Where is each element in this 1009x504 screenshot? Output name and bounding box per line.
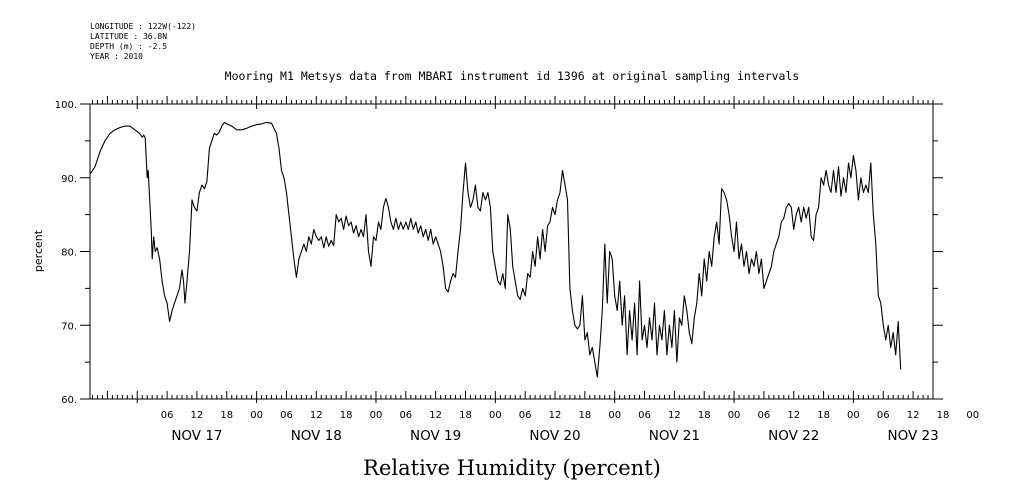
x-hour-label: 18 <box>459 410 472 421</box>
x-hour-label: 12 <box>549 410 562 421</box>
chart-title: Mooring M1 Metsys data from MBARI instru… <box>225 69 800 83</box>
x-day-label: NOV 19 <box>410 428 461 444</box>
x-hour-label: 00 <box>608 410 621 421</box>
x-day-label: NOV 21 <box>649 428 700 444</box>
metadata-block: LONGITUDE : 122W(-122) LATITUDE : 36.8N … <box>90 22 196 61</box>
x-hour-label: 18 <box>220 410 233 421</box>
x-hour-label: 18 <box>578 410 591 421</box>
x-day-label: NOV 20 <box>529 428 580 444</box>
x-hour-label: 06 <box>877 410 890 421</box>
x-hour-label: 00 <box>489 410 502 421</box>
x-hour-label: 00 <box>728 410 741 421</box>
metadata-depth: DEPTH (m) : -2.5 <box>90 42 167 51</box>
x-hour-label: 06 <box>519 410 532 421</box>
y-axis-label: percent <box>32 229 45 272</box>
x-hour-label: 12 <box>907 410 920 421</box>
x-axis-label: Relative Humidity (percent) <box>363 456 661 480</box>
x-day-label: NOV 23 <box>888 428 939 444</box>
x-hour-label: 00 <box>370 410 383 421</box>
metadata-year: YEAR : 2010 <box>90 52 143 61</box>
x-hour-label: 06 <box>638 410 651 421</box>
y-tick-label: 80. <box>61 248 77 259</box>
series-line <box>89 121 902 378</box>
x-hour-label: 12 <box>310 410 323 421</box>
x-hour-label: 06 <box>758 410 771 421</box>
y-tick-label: 100. <box>55 100 77 111</box>
x-hour-label: 06 <box>399 410 412 421</box>
x-hour-label: 12 <box>668 410 681 421</box>
series-layer <box>89 121 902 378</box>
y-tick-label: 70. <box>61 321 77 332</box>
x-hour-label: 12 <box>429 410 442 421</box>
x-hour-label: 12 <box>191 410 204 421</box>
metadata-longitude: LONGITUDE : 122W(-122) <box>90 22 196 31</box>
x-day-label: NOV 18 <box>291 428 342 444</box>
x-day-label: NOV 17 <box>171 428 222 444</box>
x-hour-label: 00 <box>966 410 979 421</box>
x-hour-label: 12 <box>787 410 800 421</box>
y-tick-label: 60. <box>61 395 77 406</box>
x-hour-label: 18 <box>698 410 711 421</box>
x-axis: 06 12 18 00 06 12 18 00 06 12 18 00 06 12 18 00 06 12 18 00… <box>91 96 979 444</box>
metadata-latitude: LATITUDE : 36.8N <box>90 32 167 41</box>
x-hour-label: 18 <box>937 410 950 421</box>
x-hour-label: 06 <box>161 410 174 421</box>
x-day-label: NOV 22 <box>768 428 819 444</box>
y-tick-label: 90. <box>61 174 77 185</box>
y-axis: 60. 70. 80. 90. 100. <box>55 100 943 406</box>
x-hour-label: 06 <box>280 410 293 421</box>
x-hour-label: 18 <box>817 410 830 421</box>
x-hour-label: 00 <box>847 410 860 421</box>
x-hour-label: 18 <box>340 410 353 421</box>
x-hour-label: 00 <box>250 410 263 421</box>
